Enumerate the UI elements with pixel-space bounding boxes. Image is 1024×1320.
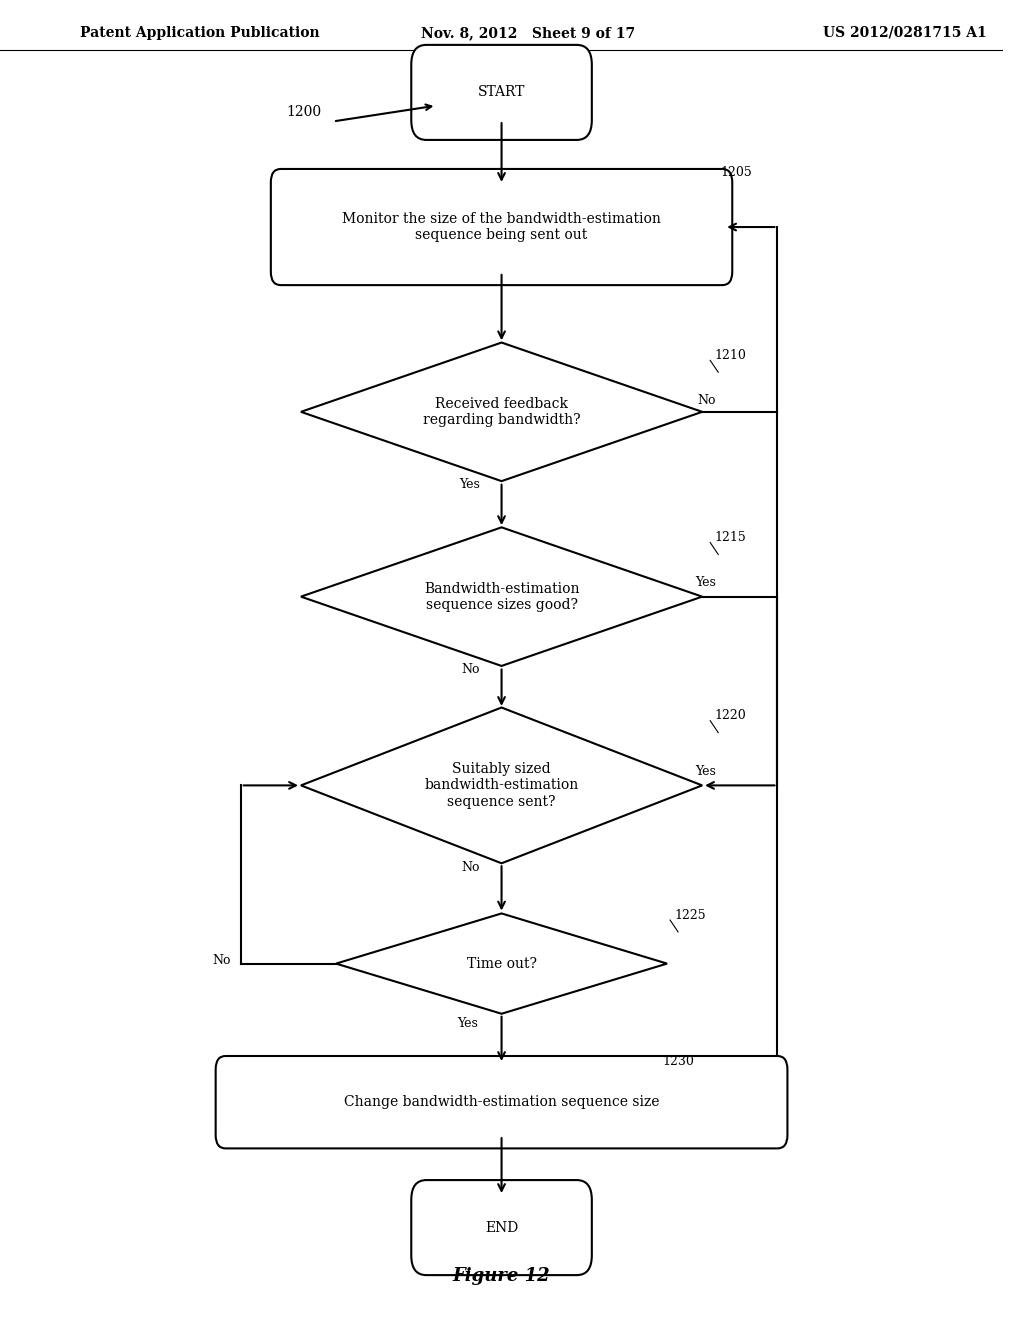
FancyBboxPatch shape (216, 1056, 787, 1148)
Text: Yes: Yes (458, 1016, 478, 1030)
Text: Monitor the size of the bandwidth-estimation
sequence being sent out: Monitor the size of the bandwidth-estima… (342, 213, 660, 242)
Text: Figure 12: Figure 12 (453, 1267, 550, 1286)
Text: 1215: 1215 (714, 531, 745, 544)
Polygon shape (301, 343, 702, 482)
Text: Yes: Yes (695, 764, 716, 777)
Text: No: No (213, 953, 231, 966)
Text: 1205: 1205 (720, 165, 752, 178)
Text: 1230: 1230 (663, 1055, 694, 1068)
Text: Yes: Yes (695, 576, 716, 589)
Text: No: No (697, 393, 716, 407)
Text: Patent Application Publication: Patent Application Publication (80, 26, 319, 40)
Text: No: No (462, 861, 480, 874)
FancyBboxPatch shape (270, 169, 732, 285)
Text: Suitably sized
bandwidth-estimation
sequence sent?: Suitably sized bandwidth-estimation sequ… (424, 762, 579, 809)
Text: Time out?: Time out? (467, 957, 537, 970)
FancyBboxPatch shape (412, 45, 592, 140)
Polygon shape (336, 913, 667, 1014)
Text: US 2012/0281715 A1: US 2012/0281715 A1 (822, 26, 986, 40)
Text: Bandwidth-estimation
sequence sizes good?: Bandwidth-estimation sequence sizes good… (424, 582, 580, 611)
Text: END: END (485, 1221, 518, 1234)
Text: 1210: 1210 (714, 348, 746, 362)
Text: 1220: 1220 (714, 709, 745, 722)
Text: Yes: Yes (460, 478, 480, 491)
Text: 1225: 1225 (674, 908, 706, 921)
Text: Change bandwidth-estimation sequence size: Change bandwidth-estimation sequence siz… (344, 1096, 659, 1109)
Text: No: No (462, 663, 480, 676)
FancyBboxPatch shape (412, 1180, 592, 1275)
Text: Nov. 8, 2012   Sheet 9 of 17: Nov. 8, 2012 Sheet 9 of 17 (421, 26, 636, 40)
Polygon shape (301, 708, 702, 863)
Text: Received feedback
regarding bandwidth?: Received feedback regarding bandwidth? (423, 397, 581, 426)
Text: 1200: 1200 (286, 106, 321, 119)
Polygon shape (301, 527, 702, 665)
Text: START: START (478, 86, 525, 99)
